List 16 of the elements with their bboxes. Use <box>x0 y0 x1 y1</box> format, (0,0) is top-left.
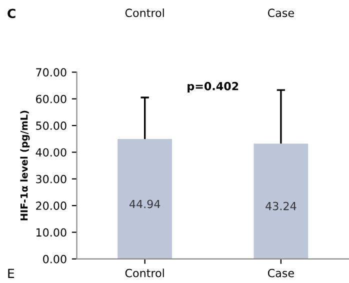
y-tick-label: 70.00 <box>36 68 66 77</box>
text: C <box>8 8 16 18</box>
y-tick-label: 20.00 <box>36 202 66 210</box>
y-tick-label: 60.00 <box>36 94 66 104</box>
y-tick-label: 10.00 <box>36 228 66 237</box>
y-tick-label: 30.00 <box>36 174 66 184</box>
y-tick-label: 50.00 <box>36 122 66 130</box>
y-tick-label: 40.00 <box>36 148 66 157</box>
y-tick-label: 0.00 <box>43 254 66 264</box>
text: E <box>8 268 14 278</box>
text: Control <box>125 8 164 18</box>
y-axis-title: HIF-1α level (pg/mL) <box>20 110 30 220</box>
annotation: p=0.402 <box>188 82 238 92</box>
data-label: 43.24 <box>266 202 296 210</box>
data-label: 44.94 <box>129 200 160 208</box>
text: Case <box>268 8 294 18</box>
